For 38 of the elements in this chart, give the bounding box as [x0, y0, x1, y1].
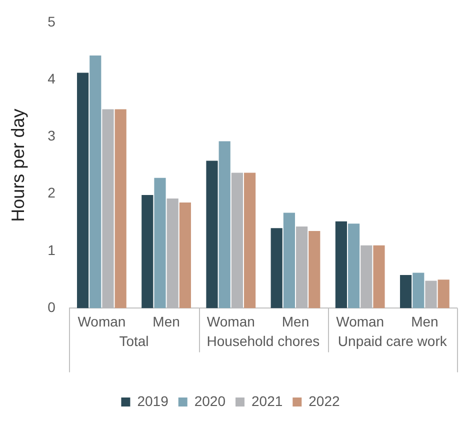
x-tick-label: Woman	[78, 313, 126, 330]
bar	[335, 221, 347, 308]
y-tick-label: 1	[48, 242, 56, 258]
y-tick-label: 5	[48, 13, 56, 30]
x-tick-label: Men	[282, 313, 310, 330]
bar	[90, 56, 102, 308]
bar	[400, 275, 412, 308]
x-tick-label: Woman	[336, 313, 384, 330]
bar	[206, 160, 218, 308]
bar	[142, 195, 154, 308]
y-tick-label: 0	[48, 299, 56, 316]
x-tick-label: Men	[152, 313, 180, 330]
bar	[179, 202, 191, 308]
bar	[76, 72, 89, 308]
bar	[270, 228, 282, 308]
legend-label: 2020	[194, 392, 226, 409]
legend-label: 2021	[252, 392, 283, 409]
legend-label: 2019	[137, 392, 169, 409]
y-tick-label: 2	[48, 184, 56, 201]
bar	[218, 141, 230, 308]
text: Household chores	[206, 333, 320, 350]
bar	[283, 212, 295, 308]
text: Unpaid care work	[338, 333, 448, 350]
bar	[114, 109, 126, 308]
text: Total	[119, 333, 149, 350]
y-axis-title: Hours per day	[8, 108, 28, 222]
x-tick-label: Woman	[206, 313, 255, 330]
bar	[308, 231, 320, 308]
bar	[438, 280, 450, 308]
bar	[348, 224, 360, 308]
bar	[154, 178, 166, 308]
bar	[373, 245, 385, 308]
bar	[412, 272, 424, 308]
bar	[244, 172, 256, 308]
x-tick-label: Men	[411, 313, 438, 330]
y-tick-label: 3	[48, 128, 56, 144]
y-tick-label: 4	[48, 70, 56, 86]
legend-label: 2022	[308, 392, 340, 409]
